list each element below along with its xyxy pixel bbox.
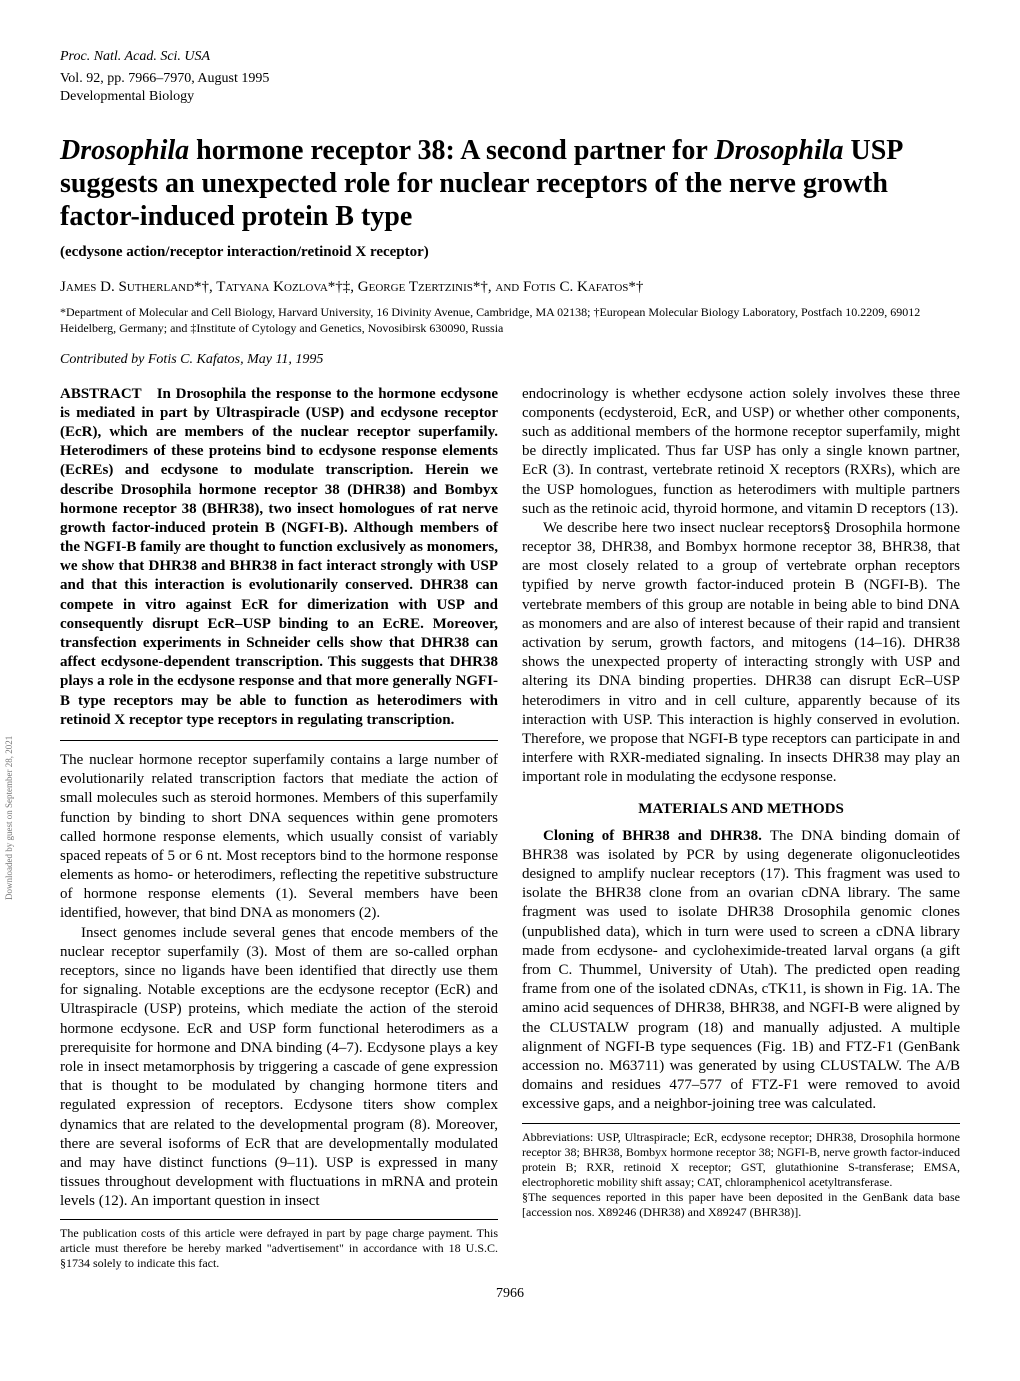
left-footnote: The publication costs of this article we… bbox=[60, 1226, 498, 1271]
intro-para-1: The nuclear hormone receptor superfamily… bbox=[60, 751, 498, 924]
affiliations: *Department of Molecular and Cell Biolog… bbox=[60, 305, 960, 336]
intro-para-4: We describe here two insect nuclear rece… bbox=[522, 519, 960, 788]
body-columns: ABSTRACT In Drosophila the response to t… bbox=[60, 385, 960, 1272]
title-italic-1: Drosophila bbox=[60, 135, 189, 166]
article-title: Drosophila hormone receptor 38: A second… bbox=[60, 134, 960, 233]
abstract-text: In Drosophila the response to the hormon… bbox=[60, 386, 498, 728]
abbreviations-footnote: Abbreviations: USP, Ultraspiracle; EcR, … bbox=[522, 1130, 960, 1190]
methods-text-1: The DNA binding domain of BHR38 was isol… bbox=[522, 828, 960, 1113]
journal-line1: Proc. Natl. Acad. Sci. USA bbox=[60, 48, 960, 66]
page-number: 7966 bbox=[60, 1285, 960, 1303]
left-footnote-rule bbox=[60, 1219, 498, 1220]
intro-para-3: endocrinology is whether ecdysone action… bbox=[522, 385, 960, 519]
contributed-line: Contributed by Fotis C. Kafatos, May 11,… bbox=[60, 351, 960, 369]
authors: James D. Sutherland*†, Tatyana Kozlova*†… bbox=[60, 278, 960, 297]
intro-para-2: Insect genomes include several genes tha… bbox=[60, 924, 498, 1212]
download-watermark: Downloaded by guest on September 28, 202… bbox=[4, 736, 16, 900]
sequence-deposit-footnote: §The sequences reported in this paper ha… bbox=[522, 1190, 960, 1220]
abstract-rule bbox=[60, 740, 498, 741]
title-italic-2: Drosophila bbox=[714, 135, 843, 166]
right-footnote-rule bbox=[522, 1123, 960, 1124]
abstract-label: ABSTRACT bbox=[60, 386, 157, 402]
abstract: ABSTRACT In Drosophila the response to t… bbox=[60, 385, 498, 730]
journal-line2: Vol. 92, pp. 7966–7970, August 1995 bbox=[60, 70, 960, 88]
methods-para-1: Cloning of BHR38 and DHR38. The DNA bind… bbox=[522, 827, 960, 1115]
subtitle-keywords: (ecdysone action/receptor interaction/re… bbox=[60, 243, 960, 262]
title-mid: hormone receptor 38: A second partner fo… bbox=[189, 135, 714, 166]
journal-header: Proc. Natl. Acad. Sci. USA Vol. 92, pp. … bbox=[60, 48, 960, 106]
methods-heading: MATERIALS AND METHODS bbox=[522, 800, 960, 819]
journal-line3: Developmental Biology bbox=[60, 88, 960, 106]
methods-run-in-head: Cloning of BHR38 and DHR38. bbox=[543, 828, 770, 844]
